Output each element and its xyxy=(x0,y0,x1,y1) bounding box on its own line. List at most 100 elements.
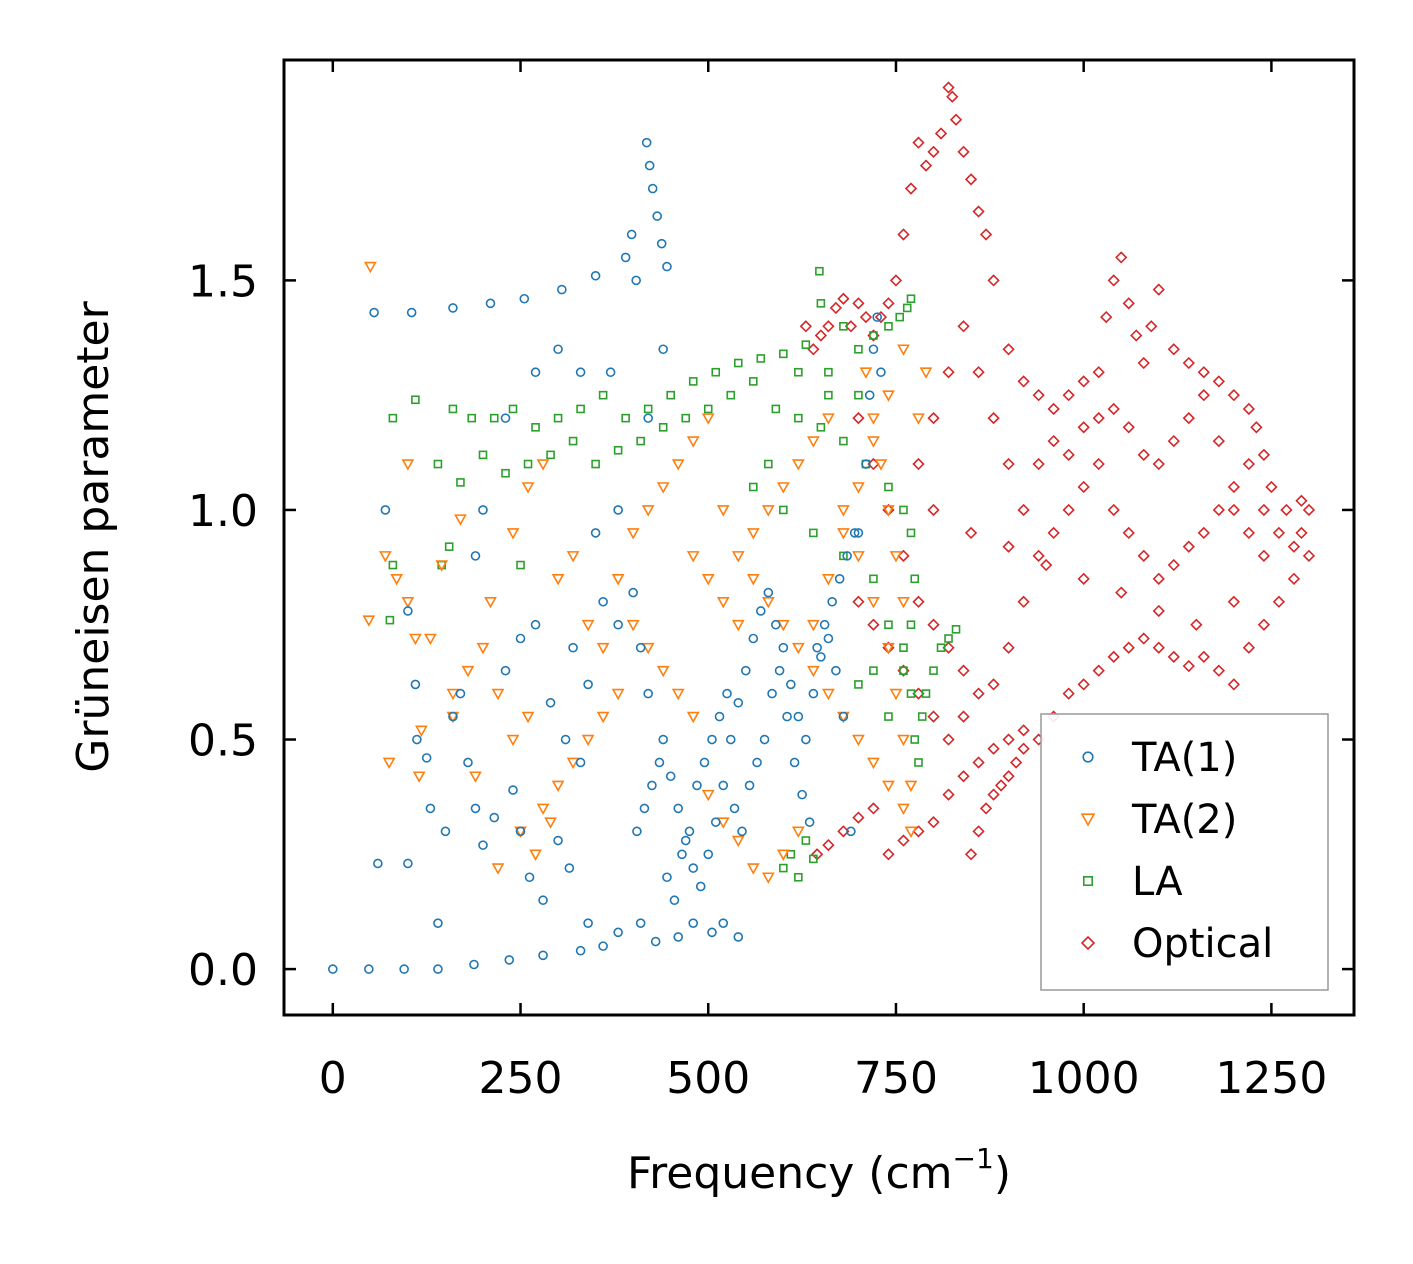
data-point-optical xyxy=(1212,503,1225,517)
data-point-optical xyxy=(1152,641,1165,654)
data-point-optical xyxy=(1017,724,1030,737)
data-point-ta-2 xyxy=(544,817,557,829)
data-point-la xyxy=(598,390,608,400)
data-point-optical xyxy=(1062,448,1075,461)
data-point-optical xyxy=(1197,366,1210,379)
data-point-la xyxy=(764,459,773,469)
data-point-optical xyxy=(852,297,865,310)
data-point-la xyxy=(854,344,863,354)
data-point-ta-2 xyxy=(807,619,820,632)
data-point-optical xyxy=(1002,770,1015,783)
data-point-optical xyxy=(1122,526,1135,540)
data-point-ta-2 xyxy=(807,436,820,448)
data-point-ta-1 xyxy=(469,959,479,970)
data-point-ta-1 xyxy=(478,505,488,515)
data-point-optical xyxy=(1152,283,1165,296)
data-point-ta-1 xyxy=(729,803,740,814)
data-point-ta-1 xyxy=(425,803,436,814)
data-point-ta-2 xyxy=(837,505,850,517)
data-point-optical xyxy=(1137,356,1150,370)
data-point-la xyxy=(906,528,916,538)
data-point-ta-2 xyxy=(859,367,873,379)
data-point-ta-2 xyxy=(822,413,835,425)
legend-label-la: LA xyxy=(1132,859,1183,905)
data-point-optical xyxy=(949,113,963,126)
data-point-la xyxy=(756,354,766,363)
data-point-optical xyxy=(1227,503,1240,517)
data-point-ta-2 xyxy=(761,872,775,884)
data-point-optical xyxy=(987,742,1000,755)
x-axis-title-superscript: −1 xyxy=(953,1142,994,1175)
data-point-la xyxy=(688,377,698,386)
data-point-optical xyxy=(882,848,895,861)
data-point-ta-2 xyxy=(551,780,565,793)
data-point-la xyxy=(456,478,465,487)
data-point-ta-1 xyxy=(364,964,374,974)
data-point-ta-2 xyxy=(882,390,895,402)
data-point-ta-1 xyxy=(508,785,518,795)
data-point-optical xyxy=(1002,641,1015,654)
data-point-optical xyxy=(1182,356,1195,370)
data-point-ta-1 xyxy=(786,679,796,690)
data-point-ta-1 xyxy=(647,780,657,791)
data-point-ta-1 xyxy=(703,849,714,860)
data-point-optical xyxy=(942,733,955,746)
data-point-optical xyxy=(1062,389,1075,402)
data-point-ta-1 xyxy=(590,528,601,538)
data-point-ta-1 xyxy=(598,596,608,607)
data-point-ta-2 xyxy=(882,642,895,655)
data-point-optical xyxy=(912,595,925,608)
data-point-ta-2 xyxy=(852,551,865,563)
data-point-ta-1 xyxy=(658,344,668,355)
data-point-optical xyxy=(1302,549,1316,562)
data-point-la xyxy=(786,850,796,859)
data-point-ta-1 xyxy=(804,817,815,827)
data-point-la xyxy=(906,689,916,698)
data-point-optical xyxy=(972,756,985,769)
data-point-ta-1 xyxy=(756,606,766,616)
legend-label-ta-1: TA(1) xyxy=(1131,735,1237,781)
data-point-optical xyxy=(1167,558,1180,572)
data-point-ta-1 xyxy=(763,587,774,598)
data-point-ta-1 xyxy=(568,642,578,653)
data-point-optical xyxy=(1137,632,1150,645)
data-point-ta-2 xyxy=(401,596,415,609)
data-point-la xyxy=(899,505,908,515)
data-point-ta-1 xyxy=(620,252,631,263)
data-point-ta-2 xyxy=(379,551,392,563)
data-point-la xyxy=(921,689,931,698)
data-point-optical xyxy=(1062,503,1075,517)
data-point-ta-1 xyxy=(846,826,856,837)
data-point-la xyxy=(643,404,653,414)
data-point-optical xyxy=(882,297,895,310)
data-point-ta-2 xyxy=(435,560,449,572)
legend-label-optical: Optical xyxy=(1132,921,1273,967)
data-point-la xyxy=(621,413,630,423)
data-point-optical xyxy=(934,127,948,140)
data-point-ta-1 xyxy=(485,298,496,309)
data-point-ta-2 xyxy=(484,596,497,609)
data-point-optical xyxy=(987,411,1000,425)
data-point-optical xyxy=(927,411,940,425)
data-point-optical xyxy=(1152,572,1165,585)
data-point-optical xyxy=(927,618,940,631)
data-point-ta-1 xyxy=(639,803,650,814)
x-tick-label: 250 xyxy=(479,1053,563,1104)
data-point-la xyxy=(779,505,788,515)
data-point-ta-1 xyxy=(842,551,852,561)
data-point-ta-2 xyxy=(686,551,700,563)
data-point-optical xyxy=(1017,503,1030,517)
data-point-ta-1 xyxy=(650,936,661,947)
data-point-la xyxy=(809,854,818,864)
data-point-optical xyxy=(1167,343,1180,356)
data-point-optical xyxy=(994,779,1008,792)
data-point-ta-1 xyxy=(752,757,762,768)
data-point-ta-2 xyxy=(424,633,437,646)
data-point-la xyxy=(501,468,510,478)
data-point-la xyxy=(906,620,916,630)
data-point-optical xyxy=(1092,411,1105,425)
data-point-ta-1 xyxy=(872,312,882,322)
data-point-ta-2 xyxy=(867,596,880,609)
data-point-ta-1 xyxy=(560,734,571,745)
